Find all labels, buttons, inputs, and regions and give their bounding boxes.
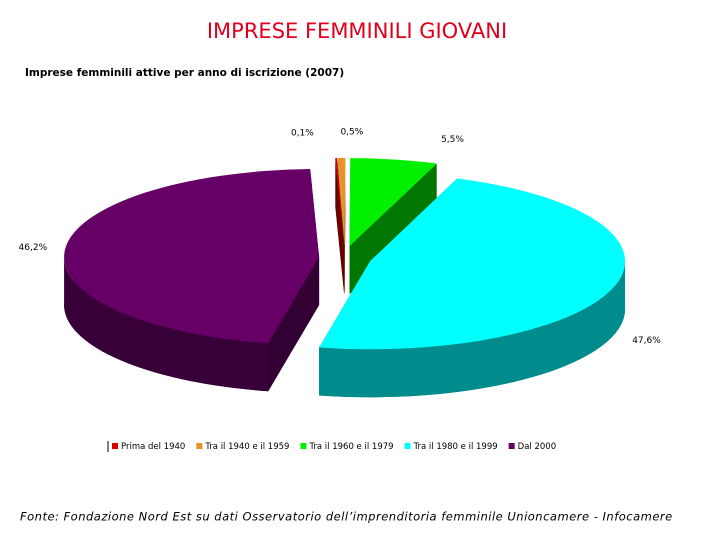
pie: 0,1% 0,5% 5,5% 47,6% 46,2% — [19, 127, 661, 398]
slice — [335, 158, 345, 247]
slice — [337, 158, 346, 247]
legend-label: Tra il 1940 e il 1959 — [204, 442, 289, 452]
legend-swatch — [404, 443, 411, 449]
legend-swatch — [300, 443, 307, 449]
slice-wall — [64, 257, 269, 392]
legend-swatch — [196, 443, 203, 449]
chart-subtitle: Imprese femminili attive per anno di isc… — [25, 67, 344, 79]
source-note: Fonte: Fondazione Nord Est su dati Osser… — [20, 510, 673, 524]
data-label: 5,5% — [441, 135, 464, 145]
slice-side — [344, 158, 346, 295]
slice-side — [336, 158, 345, 295]
slice-side — [268, 257, 320, 392]
data-label: 0,5% — [340, 127, 363, 137]
slice — [349, 158, 437, 247]
slice — [319, 178, 626, 350]
legend-label: Dal 2000 — [518, 442, 556, 452]
slice-wall — [319, 261, 626, 398]
legend-label: Tra il 1960 e il 1979 — [308, 442, 393, 452]
data-label: 46,2% — [19, 243, 48, 253]
slice — [64, 169, 320, 344]
legend-label: Tra il 1980 e il 1999 — [413, 442, 498, 452]
legend-swatch — [112, 443, 118, 449]
legend-swatch — [508, 443, 515, 449]
legend-label: Prima del 1940 — [121, 442, 185, 452]
data-label: 47,6% — [632, 336, 661, 346]
legend: Prima del 1940 Tra il 1940 e il 1959 Tra i… — [112, 442, 556, 452]
page-title: IMPRESE FEMMINILI GIOVANI — [207, 19, 507, 43]
data-label: 0,1% — [291, 128, 314, 138]
